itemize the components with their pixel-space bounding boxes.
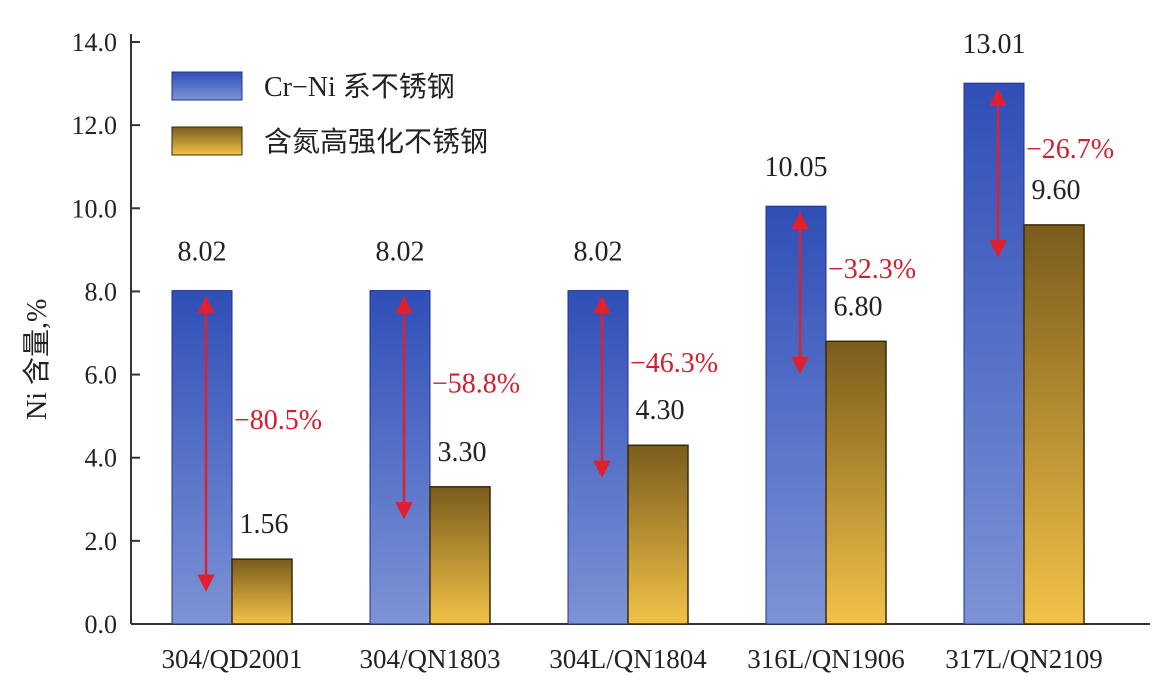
y-tick-label: 6.0	[85, 361, 118, 390]
bar-crni-value-label: 8.02	[178, 237, 227, 268]
bar-crni-3	[765, 205, 827, 625]
x-category-label: 304/QD2001	[162, 644, 303, 674]
legend-label-nitrogen: 含氮高强化不锈钢	[264, 126, 488, 158]
bar-nitrogen-1	[429, 486, 491, 625]
bar-nitrogen-0	[231, 558, 293, 625]
y-tick-label: 12.0	[72, 111, 118, 140]
bar-nitrogen-value-label: 1.56	[240, 509, 289, 540]
bar-crni-0	[171, 290, 233, 625]
bar-crni-value-label: 10.05	[765, 152, 828, 183]
y-axis-label: Ni 含量,%	[21, 299, 53, 420]
legend-label-crni: Cr−Ni 系不锈钢	[264, 71, 455, 103]
bar-nitrogen-value-label: 6.80	[834, 291, 883, 322]
x-category-label: 304L/QN1804	[549, 644, 707, 674]
bar-crni-2	[567, 290, 629, 625]
y-tick-label: 2.0	[85, 527, 118, 556]
reduction-percent-label: −58.8%	[432, 369, 520, 400]
reduction-percent-label: −80.5%	[234, 405, 322, 436]
bar-nitrogen-2	[627, 444, 689, 625]
bar-crni-value-label: 8.02	[574, 237, 623, 268]
y-tick-label: 8.0	[85, 277, 118, 306]
bar-nitrogen-4	[1023, 224, 1085, 625]
y-tick-label: 0.0	[85, 610, 118, 639]
y-tick-label: 4.0	[85, 444, 118, 473]
bar-nitrogen-3	[825, 340, 887, 625]
bar-nitrogen-value-label: 4.30	[636, 395, 685, 426]
legend-swatch-nitrogen	[171, 126, 243, 156]
legend-swatch-crni	[171, 71, 243, 101]
x-category-label: 317L/QN2109	[945, 644, 1103, 674]
reduction-percent-label: −32.3%	[828, 254, 916, 285]
bar-nitrogen-value-label: 3.30	[438, 437, 487, 468]
x-category-label: 316L/QN1906	[747, 644, 905, 674]
bar-nitrogen-value-label: 9.60	[1032, 175, 1081, 206]
reduction-percent-label: −26.7%	[1026, 134, 1114, 165]
x-category-label: 304/QN1803	[360, 644, 501, 674]
y-tick-label: 14.0	[72, 28, 118, 57]
y-tick-label: 10.0	[72, 194, 118, 223]
bar-crni-1	[369, 290, 431, 625]
bar-crni-value-label: 13.01	[963, 29, 1026, 60]
reduction-percent-label: −46.3%	[630, 348, 718, 379]
bar-crni-value-label: 8.02	[376, 237, 425, 268]
bar-crni-4	[963, 82, 1025, 625]
